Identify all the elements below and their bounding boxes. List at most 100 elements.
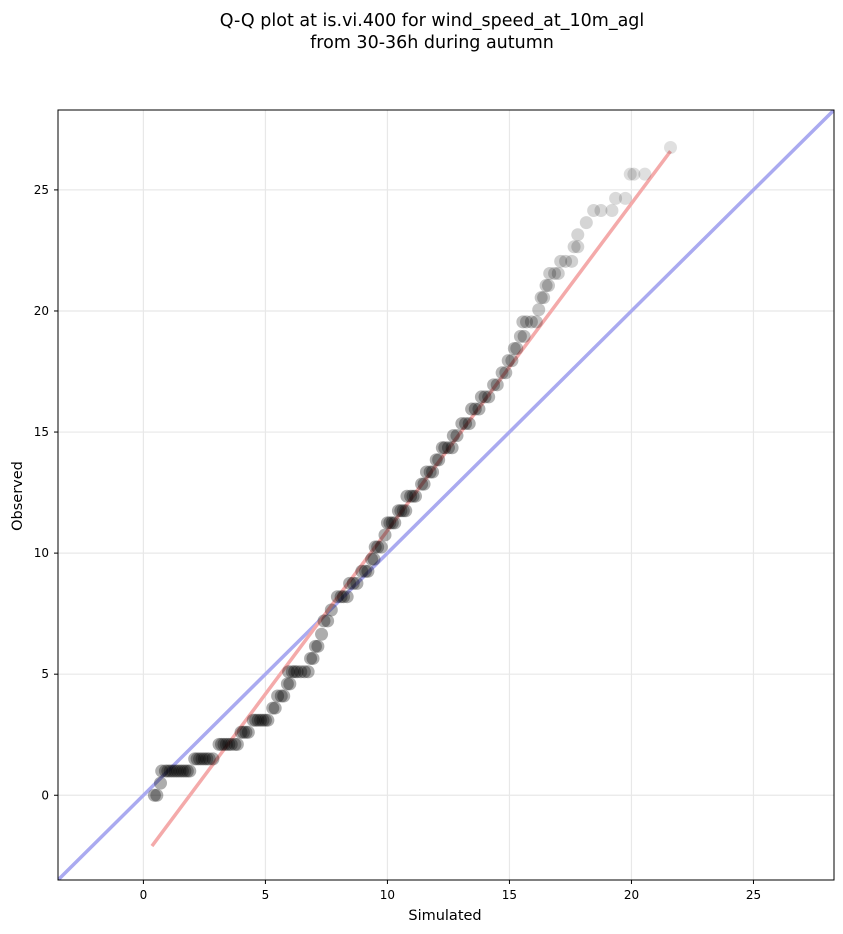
data-point: [219, 737, 233, 751]
chart-title-line-1: Q-Q plot at is.vi.400 for wind_speed_at_…: [220, 11, 645, 31]
y-tick-label: 15: [34, 425, 49, 439]
data-point: [168, 764, 182, 778]
data-point: [193, 752, 207, 766]
data-point: [445, 441, 459, 455]
x-axis-ticks: 0 5 10 15 20 25: [140, 880, 761, 902]
data-point: [178, 764, 192, 778]
y-axis-label: Observed: [10, 461, 26, 531]
data-point: [163, 764, 177, 778]
data-point: [419, 465, 433, 479]
data-point: [571, 240, 585, 254]
data-point: [355, 564, 369, 578]
data-point: [236, 725, 250, 739]
data-point: [311, 639, 325, 653]
y-tick-label: 25: [34, 183, 49, 197]
x-axis-label: Simulated: [408, 908, 481, 924]
data-point: [664, 141, 678, 155]
data-point: [579, 216, 593, 230]
data-point: [334, 590, 348, 604]
data-point: [340, 590, 354, 604]
data-point: [495, 366, 509, 380]
data-point: [222, 737, 236, 751]
x-tick-label: 5: [262, 888, 270, 902]
y-tick-label: 0: [41, 788, 49, 802]
data-point: [559, 254, 573, 268]
data-point: [285, 665, 299, 679]
data-point: [609, 191, 623, 205]
data-point: [462, 417, 476, 431]
data-point: [239, 725, 253, 739]
data-point: [539, 279, 553, 293]
data-point: [520, 315, 534, 329]
data-point: [256, 713, 270, 727]
data-point: [224, 737, 238, 751]
data-point: [173, 764, 187, 778]
data-point: [394, 504, 408, 518]
data-point: [380, 516, 394, 530]
data-point: [188, 752, 202, 766]
data-point: [501, 354, 515, 368]
data-point: [490, 378, 504, 392]
data-point: [537, 291, 551, 305]
data-point: [587, 203, 601, 217]
data-point: [343, 576, 357, 590]
data-point: [513, 329, 527, 343]
data-point: [423, 465, 437, 479]
data-point: [567, 240, 581, 254]
y-tick-label: 10: [34, 546, 49, 560]
data-point: [304, 651, 318, 665]
data-point: [365, 552, 379, 566]
data-point: [206, 752, 220, 766]
data-point: [505, 354, 519, 368]
data-point: [266, 701, 280, 715]
data-point: [594, 203, 608, 217]
data-point: [217, 737, 231, 751]
data-point: [317, 614, 331, 628]
data-point: [524, 315, 538, 329]
plot-frame: [57, 109, 835, 881]
data-points: [147, 141, 678, 802]
data-point: [371, 540, 385, 554]
data-point: [367, 552, 381, 566]
data-point: [385, 516, 399, 530]
x-tick-label: 0: [140, 888, 148, 902]
data-point: [435, 441, 449, 455]
data-point: [465, 402, 479, 416]
data-point: [446, 429, 460, 443]
data-point: [455, 417, 469, 431]
data-point: [350, 576, 364, 590]
data-point: [294, 665, 308, 679]
data-point: [200, 752, 214, 766]
data-point: [374, 540, 388, 554]
y-tick-label: 20: [34, 304, 49, 318]
data-point: [268, 701, 282, 715]
data-point: [426, 465, 440, 479]
data-point: [212, 737, 226, 751]
data-point: [321, 614, 335, 628]
data-point: [468, 402, 482, 416]
data-point: [282, 665, 296, 679]
data-point: [554, 254, 568, 268]
data-point: [391, 504, 405, 518]
data-point: [171, 764, 185, 778]
data-point: [153, 776, 167, 790]
data-point: [459, 417, 473, 431]
y-tick-label: 5: [41, 667, 49, 681]
data-point: [190, 752, 204, 766]
data-point: [361, 564, 375, 578]
data-point: [605, 203, 619, 217]
data-point: [378, 528, 392, 542]
data-point: [306, 651, 320, 665]
fit-line: [150, 150, 672, 848]
data-point: [234, 725, 248, 739]
data-point: [383, 516, 397, 530]
x-tick-label: 10: [380, 888, 395, 902]
data-point: [510, 342, 524, 356]
x-tick-label: 25: [746, 888, 761, 902]
data-point: [288, 665, 302, 679]
x-tick-label: 15: [502, 888, 517, 902]
data-point: [441, 441, 455, 455]
data-point: [261, 713, 275, 727]
data-point: [258, 713, 272, 727]
